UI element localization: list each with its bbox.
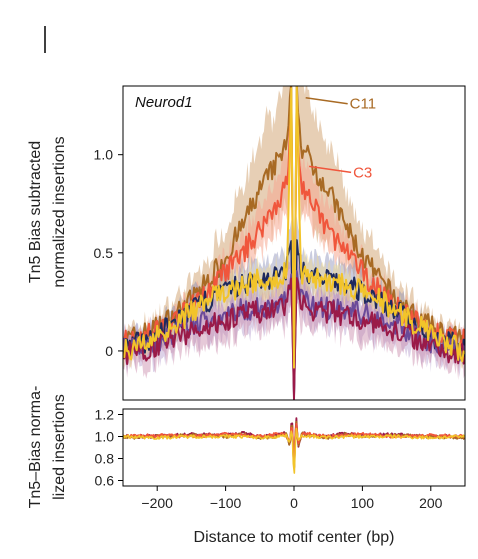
bottom-plot-frame bbox=[122, 408, 466, 487]
annotation-leader bbox=[305, 96, 348, 105]
annotation-label-c11: C11 bbox=[350, 96, 376, 113]
bottom-xtick-label: −200 bbox=[141, 495, 173, 511]
top-plot-frame bbox=[122, 85, 466, 401]
top-y-axis: 0 0.5 1.0 bbox=[94, 147, 123, 359]
top-ytick-label: 0.5 bbox=[94, 245, 114, 261]
top-series-line-4 bbox=[123, 277, 465, 400]
bottom-xtick-label: 200 bbox=[419, 495, 443, 511]
bottom-xtick-label: 100 bbox=[351, 495, 375, 511]
x-axis-title: Distance to motif center (bp) bbox=[194, 529, 395, 546]
top-panel: 0 0.5 1.0 Neurod1 C11 C3 Tn5 Bias subtracte… bbox=[27, 85, 466, 401]
bottom-xtick-label: −100 bbox=[210, 495, 242, 511]
bottom-ylabel-line1: Tn5–Bias norma- bbox=[27, 386, 44, 509]
bottom-ylabel-line2: lized insertions bbox=[51, 394, 68, 500]
top-ylabel-line2: normalized insertions bbox=[51, 136, 68, 287]
top-panel-title: Neurod1 bbox=[135, 94, 193, 111]
bottom-xtick-label: 0 bbox=[290, 495, 298, 511]
top-annotations: C11 C3 bbox=[305, 96, 376, 181]
bottom-x-axis: −200 −100 0 100 200 bbox=[141, 486, 443, 511]
bottom-y-axis: 0.6 0.8 1.0 1.2 bbox=[95, 407, 123, 489]
bottom-ytick-label: 0.6 bbox=[95, 473, 115, 489]
bottom-panel: 0.6 0.8 1.0 1.2 −200 −100 0 100 200 Tn5–Bias no… bbox=[27, 386, 466, 546]
annotation-label-c3: C3 bbox=[353, 164, 372, 181]
bottom-series-line-2 bbox=[123, 422, 465, 463]
bottom-ytick-label: 0.8 bbox=[95, 451, 115, 467]
top-ylabel-line1: Tn5 Bias subtracted bbox=[27, 141, 44, 283]
bottom-series-line-3 bbox=[123, 427, 465, 474]
annotation-leader bbox=[308, 165, 352, 174]
bottom-series-lines bbox=[123, 417, 465, 474]
top-ytick-label: 1.0 bbox=[94, 147, 114, 163]
top-series-lines bbox=[123, 86, 465, 400]
bottom-ytick-label: 1.0 bbox=[95, 429, 115, 445]
top-series-line-5 bbox=[123, 86, 465, 369]
top-ytick-label: 0 bbox=[105, 343, 113, 359]
bottom-ytick-label: 1.2 bbox=[95, 407, 115, 423]
